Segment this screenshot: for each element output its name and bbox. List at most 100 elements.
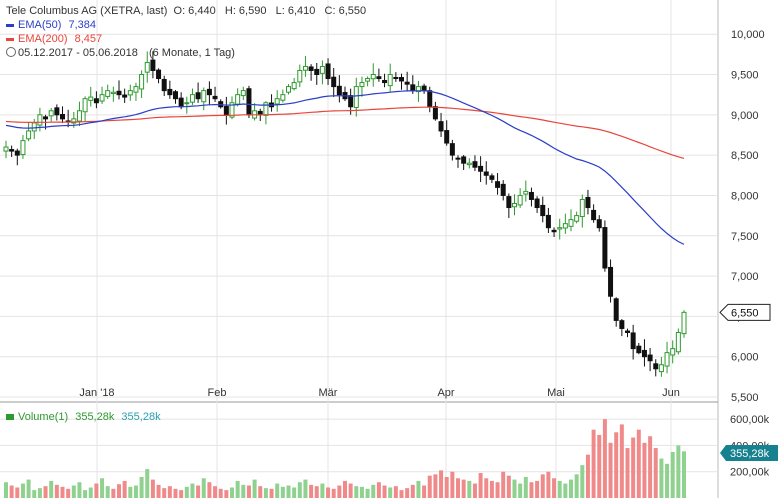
ohlc-values: O: 6,440 H: 6,590 L: 6,410 C: 6,550 xyxy=(173,5,367,17)
candle-body xyxy=(212,95,218,100)
volume-bar xyxy=(540,474,545,498)
candle-body xyxy=(280,94,286,101)
volume-bar xyxy=(88,487,93,498)
candle xyxy=(116,80,122,100)
price-tick-label: 5,500 xyxy=(731,392,759,404)
candle-body xyxy=(173,91,178,100)
volume-bar xyxy=(506,475,511,498)
candle xyxy=(489,173,495,183)
candle-body xyxy=(540,204,546,217)
volume-bar xyxy=(535,480,540,498)
volume-bar xyxy=(523,476,528,498)
candle xyxy=(387,63,393,93)
candle xyxy=(404,71,410,92)
candle-body xyxy=(602,227,608,269)
candle xyxy=(342,86,348,102)
volume-bar xyxy=(105,486,110,498)
candle xyxy=(370,63,376,87)
candle xyxy=(144,51,150,83)
candle-body xyxy=(359,82,365,88)
candle-body xyxy=(528,191,534,200)
axis-labels: 10,0009,5009,0008,5008,0007,5007,0006,50… xyxy=(79,29,778,479)
volume-bar xyxy=(173,488,178,498)
candle xyxy=(461,154,467,170)
volume-bar xyxy=(20,483,25,498)
candle-body xyxy=(286,86,291,93)
candle-body xyxy=(20,140,26,156)
volume-bar xyxy=(218,488,223,498)
candle-body xyxy=(512,203,517,208)
candle-body xyxy=(619,320,625,329)
volume-bars xyxy=(4,419,686,498)
candle xyxy=(173,90,178,104)
time-tick-label: Mär xyxy=(319,387,338,399)
candle xyxy=(20,135,26,159)
candle-body xyxy=(415,86,421,93)
ema200-legend: EMA(200) 8,457 xyxy=(6,32,366,46)
candle xyxy=(421,83,427,94)
volume-bar xyxy=(574,474,579,498)
price-legend: Tele Columbus AG (XETRA, last) O: 6,440 … xyxy=(6,4,366,60)
candle-body xyxy=(302,65,308,71)
candle-body xyxy=(478,165,484,172)
volume-bar xyxy=(348,483,353,498)
volume-bar xyxy=(252,479,257,498)
candle xyxy=(557,218,563,240)
instrument-name: Tele Columbus AG (XETRA, last) xyxy=(6,5,168,17)
candle xyxy=(427,86,433,113)
candle-body xyxy=(88,96,94,101)
candle xyxy=(308,64,314,81)
volume-bar xyxy=(393,486,398,498)
volume-tick-label: 600,00k xyxy=(730,414,770,426)
candle xyxy=(585,189,591,215)
volume-bar xyxy=(585,454,590,498)
candle xyxy=(133,82,139,101)
candle-body xyxy=(229,102,235,118)
candle xyxy=(399,73,404,90)
candle xyxy=(579,194,585,228)
volume-bar xyxy=(501,471,506,498)
candle xyxy=(523,180,529,202)
volume-bar xyxy=(580,465,585,498)
candle xyxy=(630,324,636,360)
candle xyxy=(365,76,371,87)
candle xyxy=(291,78,297,91)
candle xyxy=(591,204,597,223)
candle-body xyxy=(517,194,523,206)
candle-body xyxy=(150,59,156,71)
volume-bar xyxy=(405,488,410,498)
candle xyxy=(240,86,246,101)
candle xyxy=(619,319,625,337)
candle xyxy=(150,51,156,79)
candle-body xyxy=(585,196,591,209)
candle-body xyxy=(31,122,37,132)
volume-bar xyxy=(557,480,562,498)
volume-bar xyxy=(563,483,568,498)
candle-body xyxy=(387,74,393,87)
price-tick-label: 8,000 xyxy=(731,190,759,202)
volume-bar xyxy=(416,480,421,498)
header-row: Tele Columbus AG (XETRA, last) O: 6,440 … xyxy=(6,4,366,18)
candle xyxy=(568,209,574,232)
last-volume-tag-box xyxy=(720,445,778,461)
candle-body xyxy=(348,95,354,108)
candle xyxy=(195,82,201,103)
candle xyxy=(540,196,546,223)
volume-bar xyxy=(111,488,116,498)
volume-bar xyxy=(117,484,121,498)
volume-bar xyxy=(614,432,619,498)
ema50-value: 7,384 xyxy=(68,19,96,31)
candle xyxy=(269,94,275,112)
time-tick-label: Mai xyxy=(547,387,565,399)
candle-body xyxy=(353,86,359,108)
volume-bar xyxy=(388,487,393,498)
candle xyxy=(681,310,687,338)
volume-bar xyxy=(49,480,54,498)
last-price-tag-text: 6,550 xyxy=(731,307,759,319)
candle xyxy=(528,187,534,207)
ema200-value: 8,457 xyxy=(74,33,103,45)
candle xyxy=(167,80,173,99)
range-note: (6 Monate, 1 Tag) xyxy=(148,47,235,59)
candle xyxy=(212,86,218,102)
candle-body xyxy=(557,227,563,230)
